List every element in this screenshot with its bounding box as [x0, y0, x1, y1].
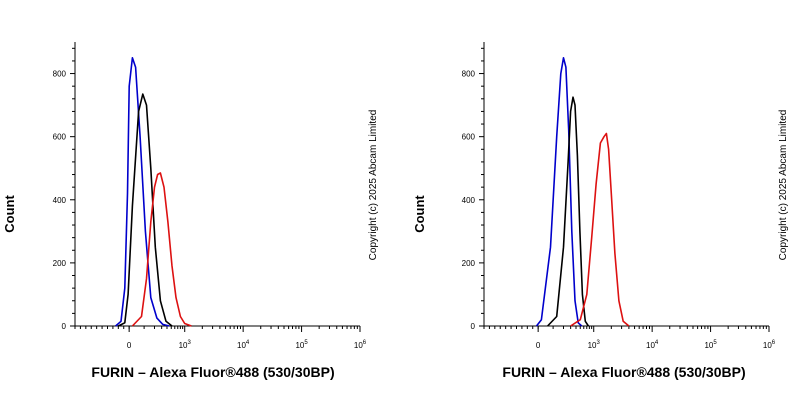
- x-tick-label: 104: [646, 340, 659, 350]
- y-tick-label: 400: [53, 196, 67, 205]
- y-axis-label: Count: [412, 195, 427, 233]
- histogram-series-2: [117, 93, 173, 327]
- x-axis-label: FURIN – Alexa Fluor®488 (530/30BP): [91, 364, 334, 380]
- y-tick-label: 400: [462, 196, 476, 205]
- y-tick-label: 200: [53, 259, 67, 268]
- x-tick-label: 106: [763, 340, 776, 350]
- histogram-series-1: [115, 56, 170, 327]
- x-tick-label: 0: [536, 341, 541, 350]
- x-axis-label: FURIN – Alexa Fluor®488 (530/30BP): [502, 364, 745, 380]
- histogram-series-1: [535, 56, 583, 327]
- x-tick-label: 106: [354, 340, 367, 350]
- histogram-series-3: [570, 132, 630, 327]
- y-tick-label: 600: [462, 133, 476, 142]
- copyright-text: Copyright (c) 2025 Abcam Limited: [778, 110, 789, 261]
- x-tick-label: 0: [127, 341, 132, 350]
- x-tick-label: 104: [237, 340, 250, 350]
- y-axis-label: Count: [2, 195, 17, 233]
- y-tick-label: 0: [62, 322, 67, 331]
- y-tick-label: 600: [53, 133, 67, 142]
- chart-panel-1: 0 200 400 600 800 0 103 104 105 106 Count FURIN – A…: [2, 42, 379, 380]
- x-tick-label: 105: [704, 340, 717, 350]
- y-tick-label: 800: [53, 70, 67, 79]
- chart-panel-2: 0 200 400 600 800 0 103 104 105 106 Count FURIN – A…: [412, 42, 789, 380]
- y-tick-label: 200: [462, 259, 476, 268]
- histogram-series-3: [131, 172, 192, 327]
- x-tick-label: 105: [295, 340, 308, 350]
- x-tick-label: 103: [179, 340, 192, 350]
- y-tick-label: 800: [462, 70, 476, 79]
- histogram-series-2: [547, 96, 590, 327]
- copyright-text: Copyright (c) 2025 Abcam Limited: [368, 110, 379, 261]
- y-tick-label: 0: [471, 322, 476, 331]
- x-tick-label: 103: [588, 340, 601, 350]
